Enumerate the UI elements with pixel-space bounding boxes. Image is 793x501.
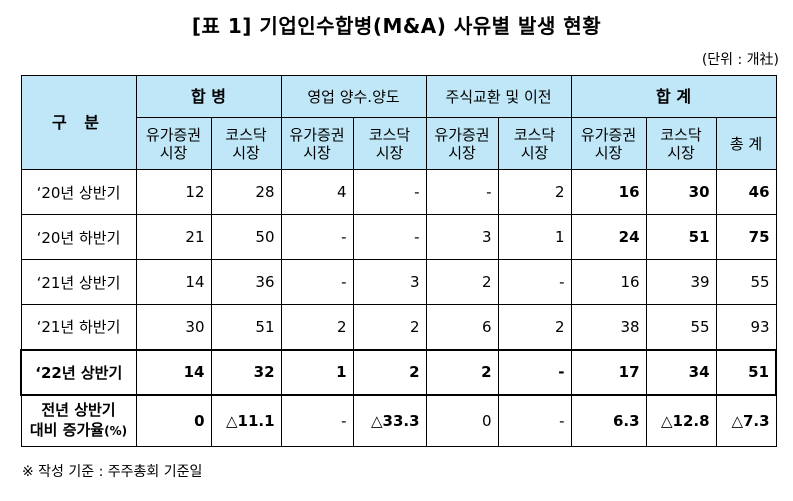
- table-cell: 2: [425, 259, 499, 305]
- table-row: ‘21년 하반기 30 51 2 2 6 2 38 55 93: [20, 304, 777, 350]
- table-row-current: ‘22년 상반기 14 32 1 2 2 - 17 34 51: [20, 348, 778, 396]
- table-row-increase-rate: 전년 상반기 대비 증가율(%) 0 △11.1 - △33.3 0 - 6.3 …: [20, 394, 777, 447]
- table-cell: 93: [715, 304, 777, 350]
- table-cell: 51: [210, 304, 282, 350]
- table-row: ‘20년 하반기 21 50 - - 3 1 24 51 75: [20, 214, 777, 260]
- table-cell: 46: [715, 169, 777, 215]
- table-cell: 4: [280, 169, 354, 215]
- table-cell: 6.3: [570, 394, 647, 447]
- ma-table: 구 분 합 병 영업 양수.양도 주식교환 및 이전 합 계 유가증권 시장 코스…: [20, 75, 778, 447]
- table-cell: 51: [715, 348, 778, 396]
- table-cell: -: [280, 394, 354, 447]
- col-header-kospi: 유가증권 시장: [570, 117, 647, 170]
- table-cell: 14: [135, 348, 212, 396]
- table-cell: 39: [645, 259, 717, 305]
- group-header-business-transfer: 영업 양수.양도: [280, 75, 427, 118]
- row-label-increase: 전년 상반기 대비 증가율(%): [20, 394, 137, 447]
- group-header-total: 합 계: [570, 75, 777, 118]
- category-header: 구 분: [20, 75, 137, 170]
- table-cell: 1: [497, 214, 572, 260]
- table-cell: 55: [715, 259, 777, 305]
- col-header-kosdaq: 코스닥 시장: [352, 117, 427, 170]
- table-cell: -: [280, 259, 354, 305]
- table-cell: -: [425, 169, 499, 215]
- table-cell: 3: [352, 259, 427, 305]
- table-cell: 51: [645, 214, 717, 260]
- table-cell: -: [497, 259, 572, 305]
- table-cell: 50: [210, 214, 282, 260]
- table-cell: 36: [210, 259, 282, 305]
- col-header-kospi: 유가증권 시장: [135, 117, 212, 170]
- table-cell: 14: [135, 259, 212, 305]
- col-header-kospi: 유가증권 시장: [425, 117, 499, 170]
- table-cell: 75: [715, 214, 777, 260]
- col-header-kosdaq: 코스닥 시장: [210, 117, 282, 170]
- table-cell: -: [497, 394, 572, 447]
- table-cell: 24: [570, 214, 647, 260]
- table-row: ‘21년 상반기 14 36 - 3 2 - 16 39 55: [20, 259, 777, 305]
- table-cell: 1: [280, 348, 354, 396]
- table-cell: 17: [570, 348, 647, 396]
- table-cell: 30: [135, 304, 212, 350]
- table-cell: 6: [425, 304, 499, 350]
- table-cell: 2: [425, 348, 499, 396]
- table-cell: 3: [425, 214, 499, 260]
- table-cell: 2: [352, 304, 427, 350]
- table-cell: -: [497, 348, 572, 396]
- table-cell: 32: [210, 348, 282, 396]
- table-title: [표 1] 기업인수합병(M&A) 사유별 발생 현황: [191, 14, 602, 38]
- table-cell: 0: [135, 394, 212, 447]
- group-header-merger: 합 병: [135, 75, 282, 118]
- row-label: ‘22년 상반기: [20, 348, 137, 396]
- unit-label: (단위 : 개社): [701, 52, 779, 68]
- table-cell: 16: [570, 259, 647, 305]
- table-cell: △11.1: [210, 394, 282, 447]
- table-cell: 12: [135, 169, 212, 215]
- row-label: ‘20년 상반기: [20, 169, 137, 215]
- table-cell: 28: [210, 169, 282, 215]
- row-label: ‘21년 하반기: [20, 304, 137, 350]
- row-label: ‘20년 하반기: [20, 214, 137, 260]
- col-header-kospi: 유가증권 시장: [280, 117, 354, 170]
- table-cell: 38: [570, 304, 647, 350]
- table-cell: 21: [135, 214, 212, 260]
- table-cell: 2: [352, 348, 427, 396]
- table-cell: 2: [497, 169, 572, 215]
- table-cell: -: [352, 214, 427, 260]
- table-cell: 2: [280, 304, 354, 350]
- table-cell: △12.8: [645, 394, 717, 447]
- row-label: ‘21년 상반기: [20, 259, 137, 305]
- table-cell: 16: [570, 169, 647, 215]
- group-header-stock-exchange: 주식교환 및 이전: [425, 75, 572, 118]
- table-cell: -: [352, 169, 427, 215]
- table-cell: 30: [645, 169, 717, 215]
- table-cell: 0: [425, 394, 499, 447]
- table-cell: △33.3: [352, 394, 427, 447]
- table-cell: 55: [645, 304, 717, 350]
- table-cell: 34: [645, 348, 717, 396]
- col-header-kosdaq: 코스닥 시장: [497, 117, 572, 170]
- table-cell: -: [280, 214, 354, 260]
- col-header-kosdaq: 코스닥 시장: [645, 117, 717, 170]
- footnote: ※ 작성 기준 : 주주총회 기준일: [22, 464, 203, 480]
- col-header-grand-total: 총 계: [715, 117, 777, 170]
- table-cell: 2: [497, 304, 572, 350]
- table-row: ‘20년 상반기 12 28 4 - - 2 16 30 46: [20, 169, 777, 215]
- table-cell: △7.3: [715, 394, 777, 447]
